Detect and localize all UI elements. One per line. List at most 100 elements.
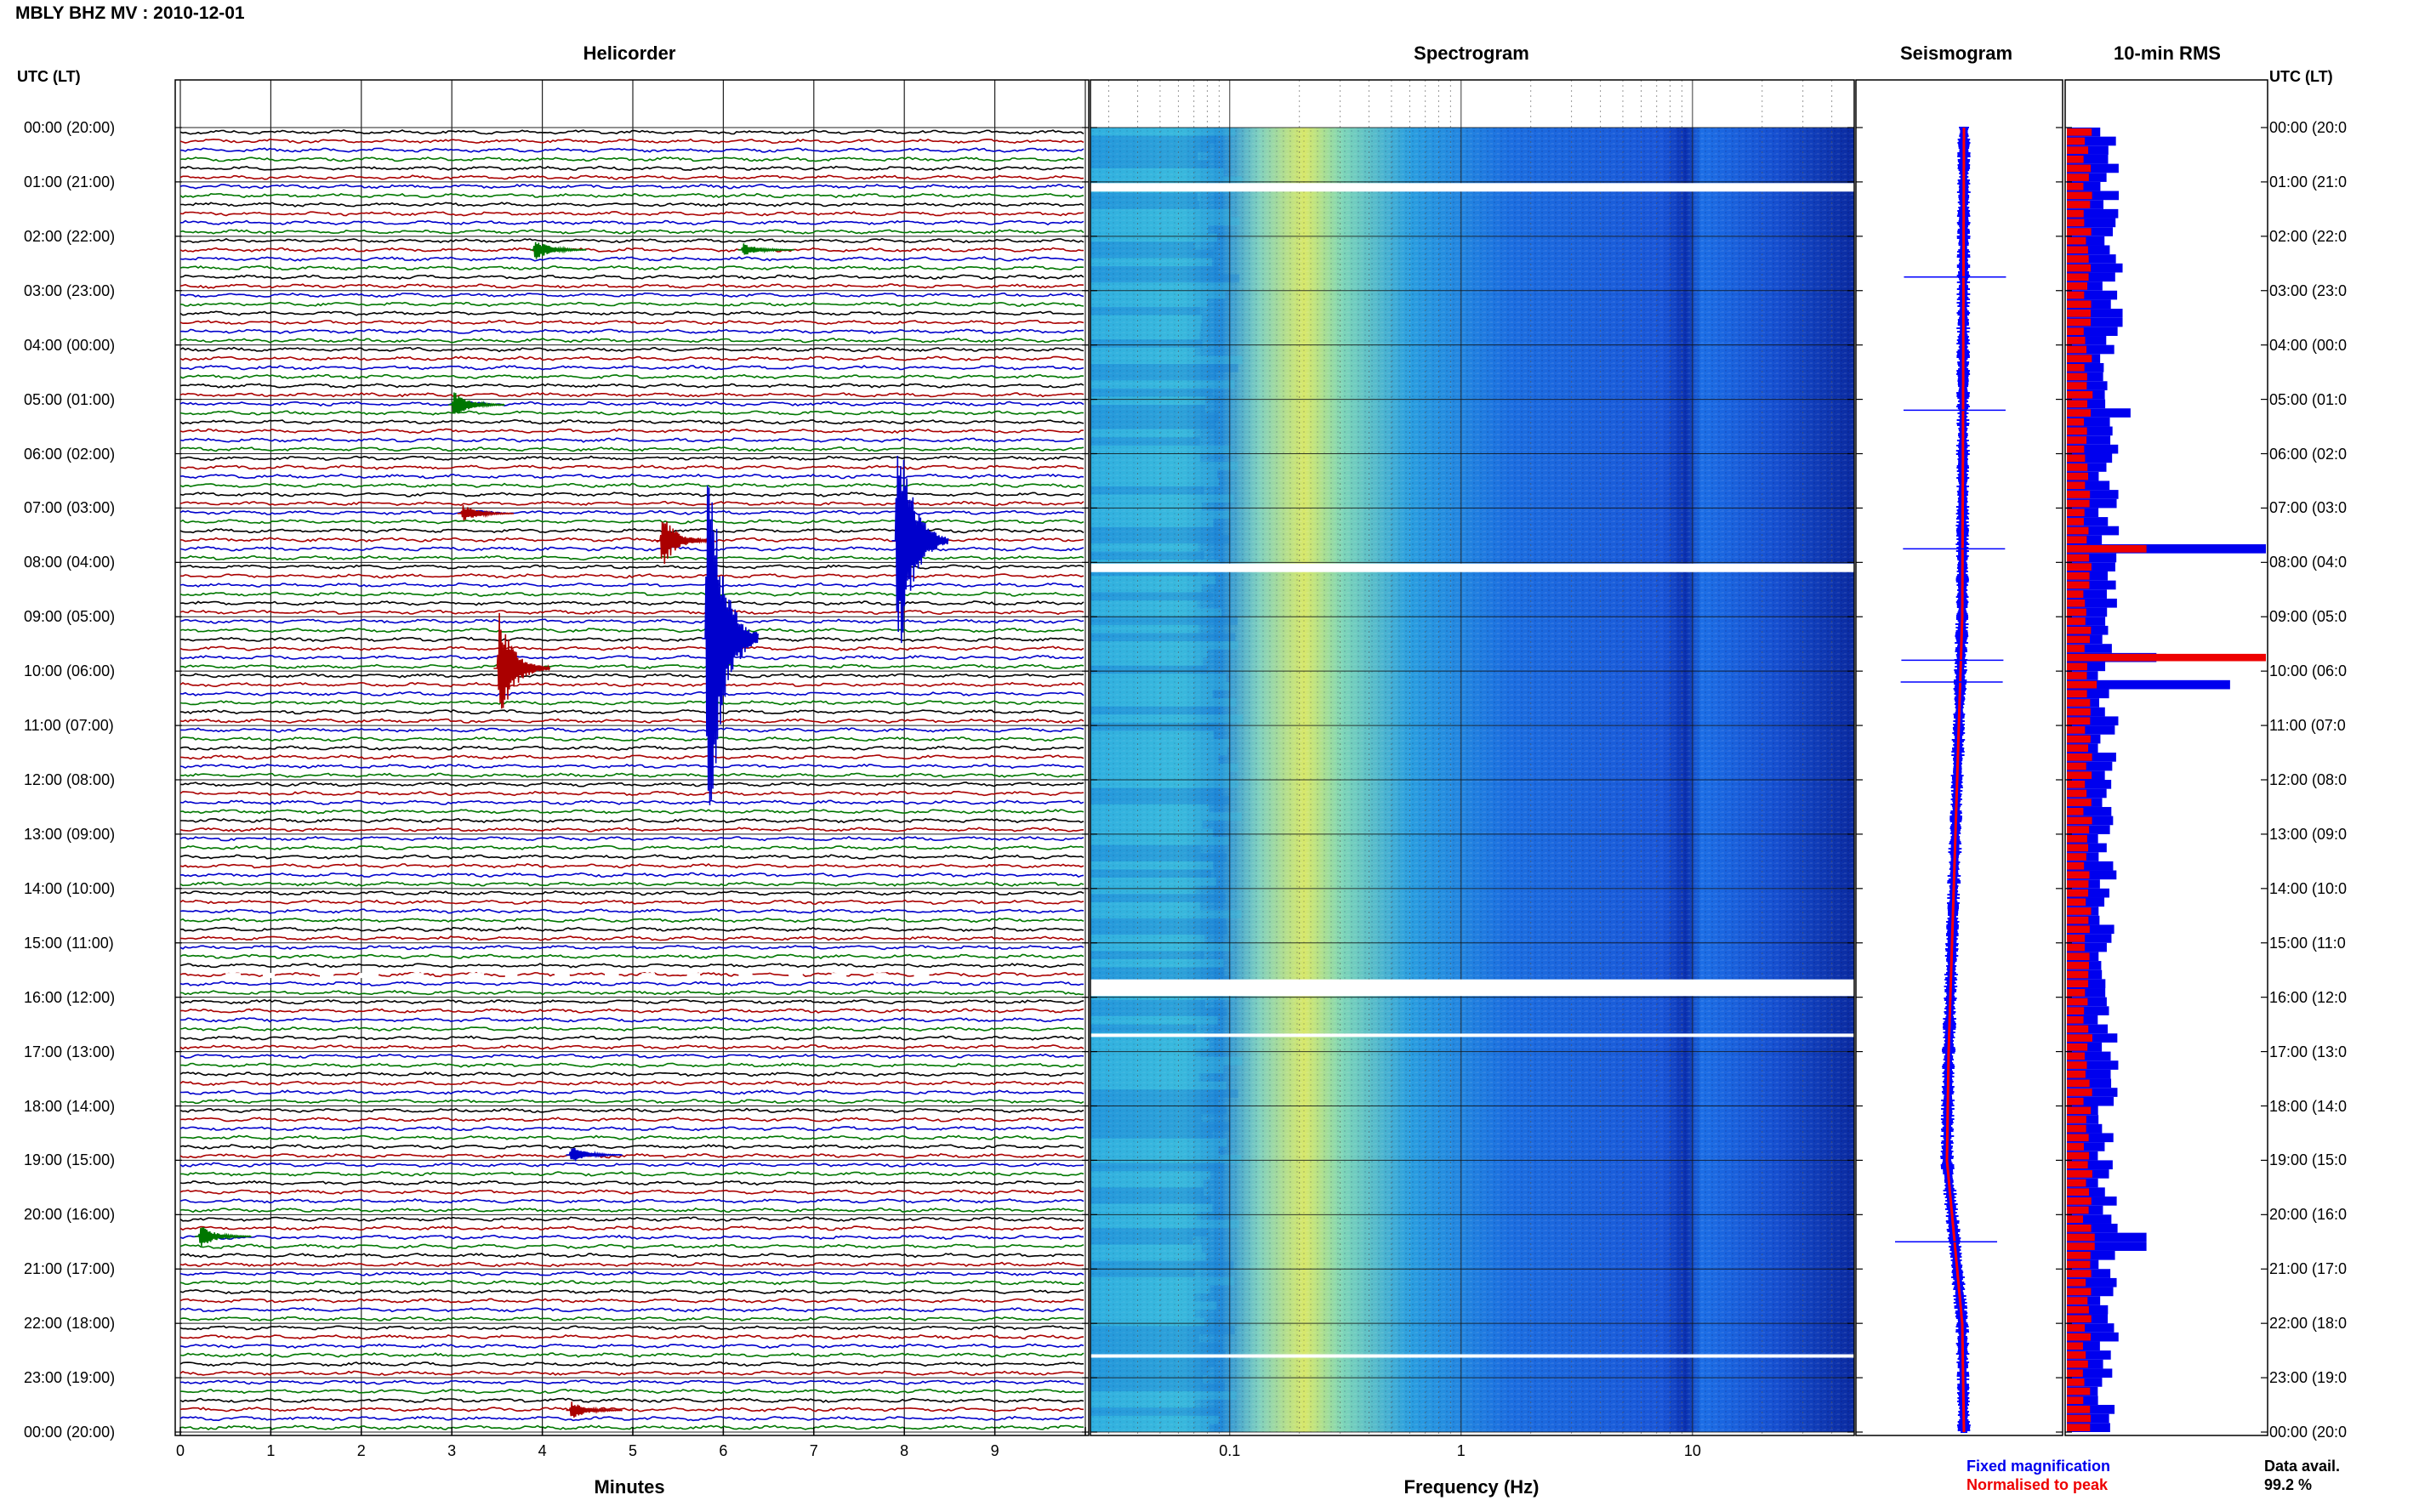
spectrogram-streak xyxy=(1090,633,1236,642)
time-label-right: 14:00 (10:0 xyxy=(2269,879,2348,897)
rms-bar-fixed xyxy=(2067,435,2111,445)
rms-bar-normalised xyxy=(2067,1414,2091,1423)
helicorder-trace xyxy=(179,782,1084,787)
time-label-left: 00:00 (20:00) xyxy=(24,1424,116,1441)
spectrogram-streak xyxy=(1090,1399,1195,1408)
rms-bar-normalised xyxy=(2067,182,2084,190)
helicorder-trace xyxy=(179,708,1084,715)
spectrogram-tick-label: 0.1 xyxy=(1219,1442,1241,1459)
spectrogram-streak xyxy=(1090,526,1221,536)
data-availability-value: 99.2 % xyxy=(2264,1476,2313,1493)
rms-bar-fixed xyxy=(2067,870,2117,880)
rms-bar-fixed xyxy=(2067,327,2118,337)
rms-bar-normalised xyxy=(2067,680,2097,689)
helicorder-trace xyxy=(179,1062,1084,1068)
time-label-left: 21:00 (17:00) xyxy=(24,1260,116,1278)
rms-bar-fixed xyxy=(2067,761,2113,771)
helicorder-trace xyxy=(179,935,1084,941)
helicorder-tick-label: 4 xyxy=(538,1442,547,1459)
rms-bar-normalised xyxy=(2067,916,2089,924)
spectrogram-streak xyxy=(1090,1276,1234,1286)
rms-bar-normalised xyxy=(2067,626,2092,634)
rms-bar-normalised xyxy=(2067,1351,2086,1359)
rms-bar-normalised xyxy=(2067,1025,2089,1033)
rms-bar-normalised xyxy=(2067,300,2092,309)
helicorder-gap xyxy=(410,973,424,979)
rms-bar-fixed xyxy=(2067,1060,2119,1070)
rms-bar-normalised xyxy=(2067,1170,2092,1178)
rms-bar-normalised xyxy=(2067,1015,2084,1024)
rms-bar-fixed xyxy=(2067,136,2116,146)
rms-bar-fixed xyxy=(2067,1323,2114,1333)
spectrogram-streak xyxy=(1090,380,1235,389)
spectrogram-streak xyxy=(1090,894,1226,902)
rms-bar-normalised xyxy=(2067,1070,2086,1078)
helicorder-trace xyxy=(179,229,1084,235)
helicorder-trace xyxy=(179,1117,1084,1123)
rms-bar-fixed xyxy=(2067,544,2266,554)
helicorder-trace xyxy=(179,1424,1084,1430)
spectrogram-streak xyxy=(1090,208,1232,218)
spectrogram-streak xyxy=(1090,853,1227,861)
rms-bar-fixed xyxy=(2067,806,2112,816)
spectrogram-streak xyxy=(1090,747,1227,756)
time-label-left: 04:00 (00:00) xyxy=(24,336,116,354)
rms-bar-normalised xyxy=(2067,491,2091,498)
spectrogram-streak xyxy=(1090,706,1221,715)
spectrogram-streak xyxy=(1090,331,1200,340)
helicorder-trace xyxy=(179,256,1084,262)
rms-bar-normalised xyxy=(2067,1097,2084,1106)
rms-bar-normalised xyxy=(2067,1315,2092,1323)
rms-bar-fixed xyxy=(2067,1006,2109,1015)
spectrogram-gap xyxy=(1090,1033,1854,1037)
rms-bar-normalised xyxy=(2067,1360,2088,1368)
time-label-left: 00:00 (20:00) xyxy=(24,119,116,136)
helicorder-gap xyxy=(874,973,887,979)
rms-bar-normalised xyxy=(2067,1116,2086,1123)
rms-bar-normalised xyxy=(2067,146,2089,154)
rms-bar-fixed xyxy=(2067,1133,2114,1143)
rms-bar-normalised xyxy=(2067,291,2085,299)
seismogram-normalised-trace xyxy=(1945,128,1966,1432)
helicorder-event xyxy=(566,1401,623,1418)
time-label-right: 06:00 (02:0 xyxy=(2269,445,2348,463)
helicorder-trace xyxy=(179,691,1084,696)
rms-bar-normalised xyxy=(2067,355,2092,362)
rms-bar-normalised xyxy=(2067,1270,2092,1277)
rms-bar-fixed xyxy=(2067,1088,2118,1097)
rms-bar-fixed xyxy=(2067,1405,2115,1414)
spectrogram-streak xyxy=(1090,128,1236,136)
helicorder-trace xyxy=(179,1379,1084,1385)
helicorder-gap xyxy=(788,973,803,979)
rms-bar-fixed xyxy=(2067,1232,2147,1242)
panel-frame xyxy=(2064,79,2268,1436)
rms-bar-normalised xyxy=(2067,345,2087,354)
spectrogram-streak xyxy=(1090,608,1222,617)
rms-bar-normalised xyxy=(2067,409,2092,417)
helicorder-trace xyxy=(179,1397,1084,1403)
panel-frames xyxy=(174,79,2268,1436)
rms-bar-normalised xyxy=(2067,744,2089,753)
spectrogram-streak xyxy=(1090,1301,1217,1310)
rms-bar-normalised xyxy=(2067,753,2092,761)
spectrogram-streak xyxy=(1090,1049,1196,1057)
rms-bar-normalised xyxy=(2067,708,2091,716)
helicorder-trace xyxy=(179,827,1084,833)
helicorder-trace xyxy=(179,1026,1084,1032)
helicorder-trace xyxy=(179,1179,1084,1186)
helicorder-tick-label: 8 xyxy=(900,1442,909,1459)
helicorder-trace xyxy=(179,237,1084,244)
helicorder-trace xyxy=(179,881,1084,887)
helicorder-trace xyxy=(179,292,1084,298)
helicorder-trace xyxy=(179,482,1084,488)
helicorder-trace xyxy=(179,1053,1084,1060)
helicorder-trace xyxy=(180,1017,1084,1023)
time-label-left: 13:00 (09:00) xyxy=(24,825,116,843)
rms-bar-normalised xyxy=(2067,518,2084,526)
time-label-right: 13:00 (09:0 xyxy=(2269,825,2348,843)
spectrogram-streak xyxy=(1090,1106,1227,1115)
rms-bar-normalised xyxy=(2067,499,2090,508)
time-label-left: 12:00 (08:00) xyxy=(24,771,116,788)
spectrogram-title: Spectrogram xyxy=(1414,43,1529,64)
spectrogram-streak xyxy=(1090,176,1243,185)
